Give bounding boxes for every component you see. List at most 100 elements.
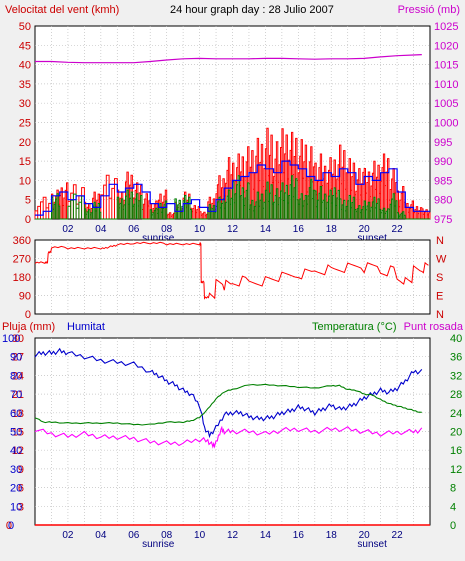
pressure-tick-label: 985 bbox=[434, 175, 452, 187]
temperature-tick-label: 32 bbox=[450, 370, 462, 382]
humidity-tick-label: 80 bbox=[10, 370, 22, 382]
humidity-title: Humitat bbox=[67, 321, 105, 333]
x-tick-label: 22 bbox=[392, 224, 404, 235]
rain-tick-label: 12 bbox=[12, 445, 24, 457]
x-tick-label: 08 bbox=[161, 224, 173, 235]
wind-pressure-series bbox=[34, 54, 431, 220]
sun-marker-label: sunset bbox=[357, 539, 387, 550]
x-tick-label: 16 bbox=[293, 530, 305, 541]
humidity-tick-label: 50 bbox=[10, 427, 22, 439]
temperature-tick-label: 12 bbox=[450, 464, 462, 476]
x-tick-label: 22 bbox=[392, 530, 404, 541]
wind-tick-label: 45 bbox=[19, 40, 31, 52]
wind-direction-series bbox=[34, 241, 429, 300]
temperature-humidity-series bbox=[34, 347, 430, 526]
rain-tick-label: 21 bbox=[12, 389, 24, 401]
pressure-tick-label: 1020 bbox=[434, 40, 458, 52]
temperature-tick-label: 16 bbox=[450, 445, 462, 457]
x-tick-label: 10 bbox=[194, 224, 206, 235]
dew-point-series bbox=[34, 425, 423, 449]
wind-tick-label: 35 bbox=[19, 79, 31, 91]
pressure-tick-label: 1000 bbox=[434, 118, 458, 130]
direction-degree-tick: 270 bbox=[13, 254, 31, 266]
rain-tick-label: 27 bbox=[12, 352, 24, 364]
rain-tick-label: 9 bbox=[18, 464, 24, 476]
temperature-tick-label: 20 bbox=[450, 427, 462, 439]
temperature-title: Temperatura (°C) bbox=[312, 321, 396, 333]
wind-tick-label: 50 bbox=[19, 21, 31, 33]
direction-compass-tick: N bbox=[436, 235, 444, 247]
x-tick-label: 06 bbox=[128, 530, 140, 541]
wind-tick-label: 10 bbox=[19, 175, 31, 187]
pressure-tick-label: 1015 bbox=[434, 60, 458, 72]
direction-compass-tick: S bbox=[436, 272, 443, 284]
x-tick-label: 20 bbox=[359, 530, 371, 541]
wind-time-axis-labels: 02 04 06 08 10 12 14 16 18 20 22 sunrise sunset bbox=[62, 224, 403, 244]
rain-tick-label: 24 bbox=[12, 370, 24, 382]
x-tick-label: 04 bbox=[95, 224, 107, 235]
pressure-tick-label: 990 bbox=[434, 156, 452, 168]
sun-marker-label: sunrise bbox=[142, 539, 175, 550]
temperature-tick-label: 28 bbox=[450, 389, 462, 401]
x-tick-label: 06 bbox=[128, 224, 140, 235]
x-tick-label: 14 bbox=[260, 530, 272, 541]
x-tick-label: 18 bbox=[326, 224, 338, 235]
direction-degree-tick: 0 bbox=[25, 309, 31, 321]
graph-title: 24 hour graph day : 28 Julio 2007 bbox=[170, 4, 334, 16]
wind-tick-label: 5 bbox=[25, 195, 31, 207]
pressure-tick-label: 995 bbox=[434, 137, 452, 149]
rain-tick-label: 15 bbox=[12, 427, 24, 439]
x-tick-label: 16 bbox=[293, 224, 305, 235]
temperature-humidity-panel: 3691215182124273000102030405060708090100… bbox=[2, 321, 464, 550]
pressure-tick-label: 1005 bbox=[434, 98, 458, 110]
temperature-tick-label: 24 bbox=[450, 408, 462, 420]
temperature-tick-label: 4 bbox=[450, 501, 456, 513]
wind-tick-label: 40 bbox=[19, 60, 31, 72]
wind-min-series bbox=[35, 175, 430, 220]
rain-tick-label: 18 bbox=[12, 408, 24, 420]
rain-tick-label: 0 bbox=[6, 520, 12, 532]
wind-tick-label: 30 bbox=[19, 98, 31, 110]
temperature-series bbox=[34, 383, 422, 426]
temperature-tick-label: 40 bbox=[450, 333, 462, 345]
humidity-tick-label: 20 bbox=[10, 483, 22, 495]
x-tick-label: 20 bbox=[359, 224, 371, 235]
direction-degree-labels: 0 90 180 270 360 bbox=[13, 235, 31, 321]
rain-tick-label: 6 bbox=[18, 483, 24, 495]
x-tick-label: 08 bbox=[161, 530, 173, 541]
x-tick-label: 02 bbox=[62, 530, 74, 541]
direction-degree-tick: 180 bbox=[13, 272, 31, 284]
sun-marker-label: sunset bbox=[357, 233, 387, 244]
wind-direction-grid bbox=[35, 240, 430, 314]
humidity-tick-label: 10 bbox=[10, 501, 22, 513]
x-tick-label: 18 bbox=[326, 530, 338, 541]
humidity-series bbox=[34, 347, 423, 439]
wind-axis-labels: 0 5 10 15 20 25 30 35 40 45 50 bbox=[19, 21, 31, 226]
wind-pressure-grid bbox=[35, 26, 430, 219]
rain-tick-label: 30 bbox=[12, 333, 24, 345]
humidity-tick-label: 70 bbox=[10, 389, 22, 401]
pressure-tick-label: 1025 bbox=[434, 21, 458, 33]
x-tick-label: 12 bbox=[227, 224, 239, 235]
wind-average-series bbox=[35, 160, 430, 216]
temp-time-axis-labels: 02 04 06 08 10 12 14 16 18 20 22 sunrise sunset bbox=[62, 530, 403, 550]
wind-direction-series bbox=[34, 241, 429, 300]
pressure-tick-label: 1010 bbox=[434, 79, 458, 91]
wind-tick-label: 15 bbox=[19, 156, 31, 168]
direction-compass-tick: W bbox=[436, 254, 447, 266]
humidity-tick-label: 30 bbox=[10, 464, 22, 476]
humidity-tick-label: 0 bbox=[8, 520, 14, 532]
humidity-tick-label: 60 bbox=[10, 408, 22, 420]
temperature-tick-label: 0 bbox=[450, 520, 456, 532]
pressure-tick-label: 975 bbox=[434, 214, 452, 226]
pressure-axis-labels: 975 980 985 990 995 1000 1005 1010 1015 1020 1025 bbox=[434, 21, 458, 226]
rain-title: Pluja (mm) bbox=[2, 321, 55, 333]
rain-tick-label: 3 bbox=[18, 501, 24, 513]
x-tick-label: 10 bbox=[194, 530, 206, 541]
